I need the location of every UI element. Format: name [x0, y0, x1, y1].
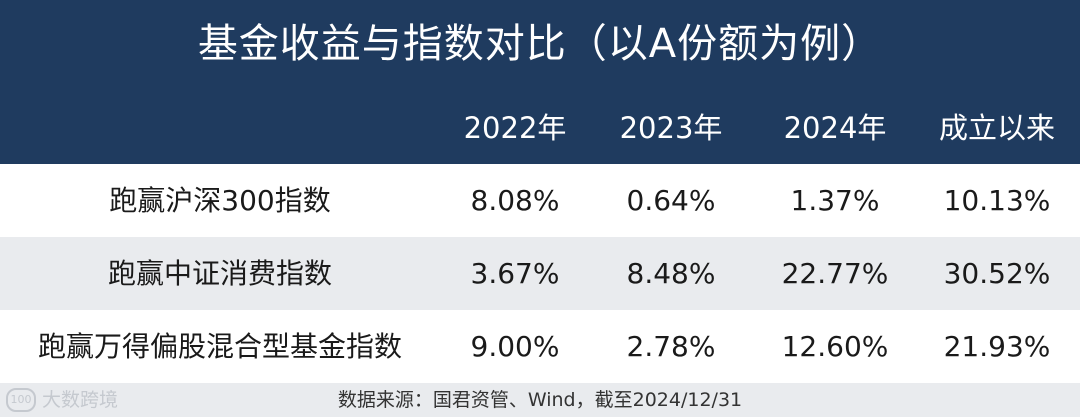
table-cell: 22.77%	[781, 257, 889, 290]
watermark-text: 大数跨境	[42, 389, 119, 411]
watermark-logo-icon: 100	[6, 388, 36, 412]
table-row: 跑赢沪深300指数 8.08% 0.64% 1.37% 10.13%	[0, 164, 1080, 237]
watermark: 100 大数跨境	[6, 385, 118, 415]
footer: 100 大数跨境 数据来源：国君资管、Wind，截至2024/12/31	[0, 383, 1080, 417]
row-label: 跑赢万得偏股混合型基金指数	[37, 330, 402, 363]
table-cell: 12.60%	[781, 330, 889, 363]
table-header: 基金收益与指数对比（以A份额为例） 2022年 2023年 2024年 成立以来	[0, 0, 1080, 164]
column-header-2023: 2023年	[619, 111, 723, 145]
table-cell: 9.00%	[470, 330, 560, 363]
page-title: 基金收益与指数对比（以A份额为例）	[197, 21, 883, 67]
column-header-since-inception: 成立以来	[938, 111, 1055, 145]
table-cell: 30.52%	[943, 257, 1051, 290]
table-cell: 0.64%	[626, 184, 716, 217]
table-cell: 2.78%	[626, 330, 716, 363]
table-row: 跑赢万得偏股混合型基金指数 9.00% 2.78% 12.60% 21.93%	[0, 310, 1080, 383]
column-header-2022: 2022年	[463, 111, 567, 145]
table-cell: 3.67%	[470, 257, 560, 290]
table-cell: 1.37%	[790, 184, 880, 217]
row-label: 跑赢中证消费指数	[107, 257, 332, 290]
table-row: 跑赢中证消费指数 3.67% 8.48% 22.77% 30.52%	[0, 237, 1080, 310]
column-header-2024: 2024年	[783, 111, 887, 145]
data-source-note: 数据来源：国君资管、Wind，截至2024/12/31	[337, 389, 743, 411]
table-cell: 8.08%	[470, 184, 560, 217]
table-cell: 21.93%	[943, 330, 1051, 363]
table-cell: 8.48%	[626, 257, 716, 290]
table-cell: 10.13%	[943, 184, 1051, 217]
row-label: 跑赢沪深300指数	[109, 184, 331, 217]
